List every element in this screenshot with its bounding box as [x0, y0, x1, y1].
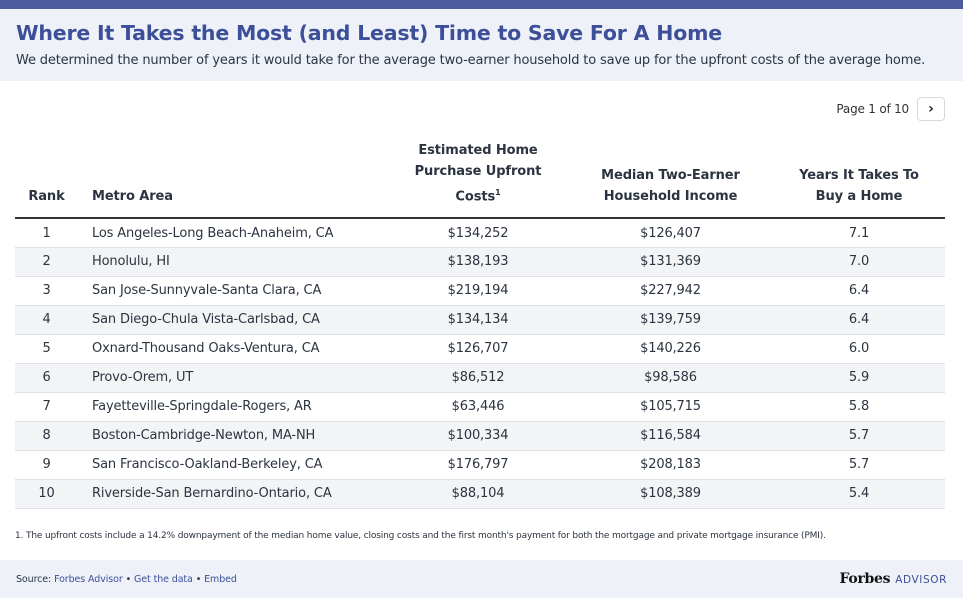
page-indicator: Page 1 of 10: [836, 102, 909, 116]
table-row: 7 Fayetteville-Springdale-Rogers, AR $63,4…: [15, 392, 945, 422]
table-header-row: Rank Metro Area Estimated Home Purchase …: [15, 140, 945, 220]
cell-household-income: $108,389: [568, 479, 773, 509]
cell-years-to-buy: 7.0: [773, 247, 945, 277]
cell-upfront-cost: $63,446: [388, 392, 568, 422]
source-link[interactable]: Forbes Advisor: [54, 573, 123, 585]
cell-years-to-buy: 6.4: [773, 305, 945, 335]
header-cost-line3: Costs: [455, 189, 496, 205]
cell-upfront-cost: $134,252: [388, 218, 568, 248]
cell-metro-area: San Jose-Sunnyvale-Santa Clara, CA: [78, 276, 388, 306]
data-table: Rank Metro Area Estimated Home Purchase …: [15, 140, 945, 509]
brand-suffix: ADVISOR: [895, 574, 947, 586]
header-years-line2: Buy a Home: [815, 189, 903, 205]
footnote: 1. The upfront costs include a 14.2% dow…: [15, 531, 826, 541]
cell-years-to-buy: 6.0: [773, 334, 945, 364]
get-data-link[interactable]: Get the data: [134, 573, 193, 585]
table-body: 1 Los Angeles-Long Beach-Anaheim, CA $134,…: [15, 218, 945, 509]
cell-years-to-buy: 5.4: [773, 479, 945, 509]
cell-years-to-buy: 5.7: [773, 450, 945, 480]
cell-metro-area: Honolulu, HI: [78, 247, 388, 277]
cell-upfront-cost: $86,512: [388, 363, 568, 393]
cell-years-to-buy: 6.4: [773, 276, 945, 306]
cell-metro-area: Riverside-San Bernardino-Ontario, CA: [78, 479, 388, 509]
cell-rank: 10: [15, 479, 78, 509]
table-row: 5 Oxnard-Thousand Oaks-Ventura, CA $126,70…: [15, 334, 945, 364]
header-years-line1: Years It Takes To: [799, 168, 919, 184]
cell-household-income: $227,942: [568, 276, 773, 306]
cell-upfront-cost: $219,194: [388, 276, 568, 306]
header-household-income[interactable]: Median Two-Earner Household Income: [568, 140, 773, 220]
separator: •: [195, 573, 202, 585]
cell-years-to-buy: 5.9: [773, 363, 945, 393]
header-cost-line2: Purchase Upfront: [414, 164, 542, 179]
embed-link[interactable]: Embed: [204, 573, 237, 585]
cell-rank: 7: [15, 392, 78, 422]
cell-years-to-buy: 7.1: [773, 218, 945, 248]
cell-upfront-cost: $176,797: [388, 450, 568, 480]
top-accent-bar: [0, 0, 963, 9]
table-row: 1 Los Angeles-Long Beach-Anaheim, CA $134,…: [15, 218, 945, 248]
cell-metro-area: San Diego-Chula Vista-Carlsbad, CA: [78, 305, 388, 335]
cell-rank: 9: [15, 450, 78, 480]
cell-years-to-buy: 5.7: [773, 421, 945, 451]
cell-household-income: $105,715: [568, 392, 773, 422]
cell-rank: 8: [15, 421, 78, 451]
table-row: 2 Honolulu, HI $138,193 $131,369 7.0: [15, 247, 945, 277]
header-upfront-costs[interactable]: Estimated Home Purchase Upfront Costs1: [388, 140, 568, 220]
table-row: 3 San Jose-Sunnyvale-Santa Clara, CA $219,…: [15, 276, 945, 306]
cell-upfront-cost: $134,134: [388, 305, 568, 335]
cell-upfront-cost: $138,193: [388, 247, 568, 277]
table-row: 4 San Diego-Chula Vista-Carlsbad, CA $134,…: [15, 305, 945, 335]
cell-metro-area: San Francisco-Oakland-Berkeley, CA: [78, 450, 388, 480]
source-line: Source: Forbes Advisor • Get the data • …: [16, 574, 237, 585]
header-metro-area[interactable]: Metro Area: [78, 140, 388, 220]
page-subtitle: We determined the number of years it wou…: [16, 53, 926, 68]
cell-metro-area: Provo-Orem, UT: [78, 363, 388, 393]
footnote-marker: 1: [495, 188, 501, 197]
cell-household-income: $208,183: [568, 450, 773, 480]
cell-years-to-buy: 5.8: [773, 392, 945, 422]
pagination: Page 1 of 10 ›: [836, 97, 945, 121]
cell-upfront-cost: $126,707: [388, 334, 568, 364]
cell-household-income: $139,759: [568, 305, 773, 335]
cell-metro-area: Boston-Cambridge-Newton, MA-NH: [78, 421, 388, 451]
next-page-button[interactable]: ›: [917, 97, 945, 121]
cell-rank: 3: [15, 276, 78, 306]
header-income-line1: Median Two-Earner: [601, 168, 740, 184]
source-prefix: Source:: [16, 573, 52, 585]
header-income-line2: Household Income: [603, 189, 738, 205]
cell-metro-area: Los Angeles-Long Beach-Anaheim, CA: [78, 218, 388, 248]
cell-rank: 5: [15, 334, 78, 364]
table-row: 6 Provo-Orem, UT $86,512 $98,586 5.9: [15, 363, 945, 393]
table-row: 9 San Francisco-Oakland-Berkeley, CA $176,…: [15, 450, 945, 480]
cell-rank: 4: [15, 305, 78, 335]
cell-household-income: $131,369: [568, 247, 773, 277]
page-header: Where It Takes the Most (and Least) Time…: [0, 9, 963, 81]
cell-household-income: $126,407: [568, 218, 773, 248]
chevron-right-icon: ›: [928, 101, 934, 117]
page-title: Where It Takes the Most (and Least) Time…: [16, 21, 722, 45]
table-row: 10 Riverside-San Bernardino-Ontario, CA $8…: [15, 479, 945, 509]
header-rank[interactable]: Rank: [15, 140, 78, 220]
cell-upfront-cost: $100,334: [388, 421, 568, 451]
cell-upfront-cost: $88,104: [388, 479, 568, 509]
cell-rank: 2: [15, 247, 78, 277]
cell-metro-area: Fayetteville-Springdale-Rogers, AR: [78, 392, 388, 422]
cell-rank: 1: [15, 218, 78, 248]
cell-household-income: $116,584: [568, 421, 773, 451]
cell-household-income: $140,226: [568, 334, 773, 364]
cell-metro-area: Oxnard-Thousand Oaks-Ventura, CA: [78, 334, 388, 364]
cell-rank: 6: [15, 363, 78, 393]
header-cost-line1: Estimated Home: [418, 143, 538, 158]
data-table-container: Rank Metro Area Estimated Home Purchase …: [15, 140, 945, 509]
forbes-advisor-logo: Forbes ADVISOR: [840, 571, 947, 587]
header-years-to-buy[interactable]: Years It Takes To Buy a Home: [773, 140, 945, 220]
separator: •: [125, 573, 132, 585]
brand-name: Forbes: [839, 571, 891, 587]
table-row: 8 Boston-Cambridge-Newton, MA-NH $100,334 $…: [15, 421, 945, 451]
cell-household-income: $98,586: [568, 363, 773, 393]
page-footer: Source: Forbes Advisor • Get the data • …: [0, 560, 963, 598]
